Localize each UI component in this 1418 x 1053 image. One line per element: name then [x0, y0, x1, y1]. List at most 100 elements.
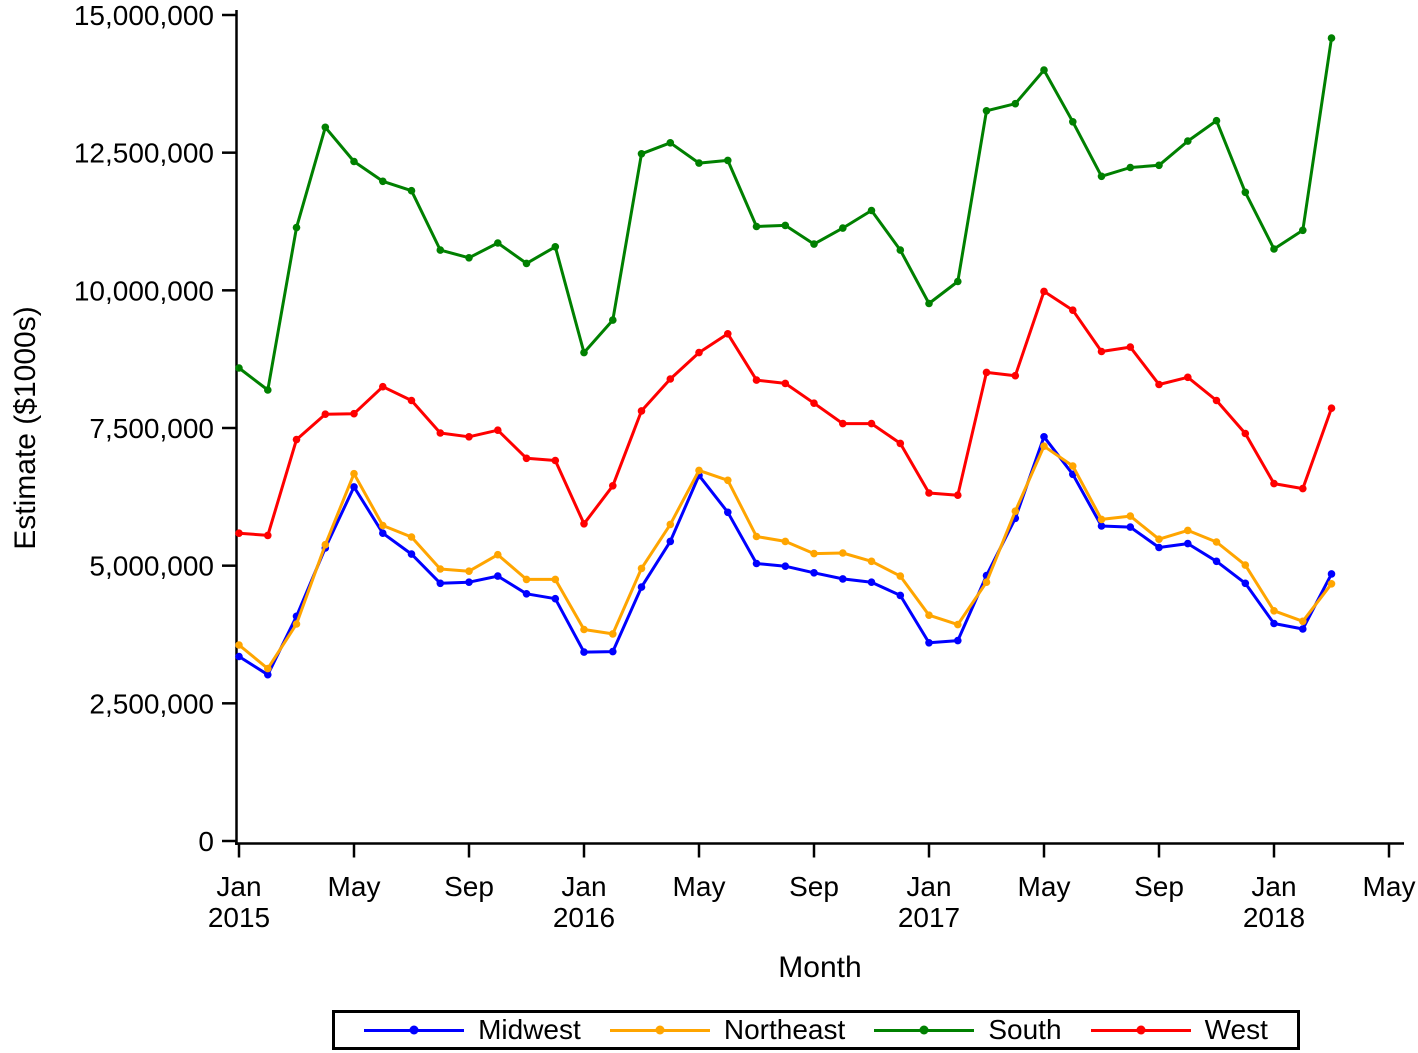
data-point	[637, 583, 646, 591]
data-point	[522, 454, 531, 463]
data-point	[637, 564, 646, 573]
data-point	[867, 419, 876, 428]
x-tick-label-month: Sep	[789, 871, 839, 902]
data-point	[839, 549, 847, 557]
data-point	[1011, 99, 1020, 108]
chart-legend: Midwest Northeast South West	[332, 1010, 1300, 1050]
data-point	[1212, 557, 1221, 566]
data-point	[494, 572, 502, 580]
data-point	[695, 159, 703, 167]
data-point	[407, 533, 416, 541]
data-point	[867, 557, 876, 566]
data-point	[292, 435, 301, 444]
data-point	[436, 579, 445, 588]
legend-item-midwest: Midwest	[364, 1016, 581, 1044]
data-point	[637, 407, 646, 415]
data-point	[264, 386, 272, 394]
data-point	[1184, 137, 1192, 145]
data-point	[465, 567, 473, 575]
x-tick-label-month: Sep	[444, 871, 494, 902]
series-line-south	[237, 36, 1333, 392]
data-point	[896, 572, 905, 580]
data-point	[1126, 163, 1135, 172]
y-tick-label: 5,000,000	[89, 551, 214, 582]
data-point	[551, 594, 560, 603]
data-point	[379, 521, 387, 530]
data-point	[1040, 287, 1048, 296]
legend-item-northeast: Northeast	[609, 1016, 845, 1044]
x-tick-label-year: 2015	[208, 902, 270, 933]
data-point	[954, 636, 962, 645]
data-point	[292, 620, 301, 628]
data-point	[436, 429, 445, 437]
legend-line-sample-south	[874, 1028, 975, 1032]
data-point	[436, 246, 445, 254]
x-tick-label-month: May	[1018, 871, 1071, 902]
data-point	[264, 531, 272, 540]
data-point	[867, 206, 876, 215]
data-point	[1327, 570, 1336, 578]
data-point	[896, 591, 905, 600]
data-point	[235, 641, 243, 649]
data-point	[724, 156, 732, 165]
data-point	[982, 368, 991, 377]
data-point	[695, 466, 703, 475]
data-point	[609, 482, 617, 490]
x-tick-label-month: May	[673, 871, 726, 902]
data-point	[379, 177, 387, 186]
data-point	[839, 419, 847, 428]
y-tick-label: 7,500,000	[89, 413, 214, 444]
data-point	[1270, 245, 1278, 253]
data-point	[350, 157, 358, 166]
y-tick-label: 10,000,000	[74, 275, 214, 306]
data-point	[1011, 371, 1020, 380]
data-point	[1069, 306, 1077, 315]
data-point	[925, 299, 933, 308]
data-point	[1241, 579, 1250, 588]
x-axis-title: Month	[778, 951, 862, 984]
legend-line-sample-northeast	[609, 1028, 710, 1032]
data-point	[465, 433, 473, 441]
data-point	[494, 550, 502, 559]
y-tick-label: 0	[198, 826, 214, 857]
data-point	[1327, 580, 1336, 588]
data-point	[1270, 479, 1278, 488]
data-point	[666, 537, 675, 546]
data-point	[235, 652, 243, 661]
data-point	[264, 670, 272, 679]
data-point	[551, 456, 560, 465]
data-point	[350, 469, 358, 478]
data-point	[1126, 343, 1135, 351]
y-tick-label: 2,500,000	[89, 688, 214, 719]
data-point	[781, 221, 790, 230]
data-point	[580, 520, 588, 528]
data-point	[724, 508, 732, 517]
data-point	[1212, 538, 1221, 546]
data-point	[1212, 116, 1221, 125]
data-point	[1097, 522, 1106, 530]
data-point	[1040, 442, 1048, 451]
legend-line-sample-midwest	[364, 1028, 465, 1032]
data-point	[1184, 539, 1192, 548]
data-point	[292, 223, 301, 232]
data-point	[1126, 512, 1135, 520]
data-point	[264, 664, 272, 673]
y-axis-title: Estimate ($1000s)	[9, 306, 42, 550]
data-point	[896, 246, 905, 254]
data-point	[1097, 347, 1106, 356]
data-point	[925, 611, 933, 619]
x-tick-label-year: 2016	[553, 902, 615, 933]
y-tick-label: 15,000,000	[74, 0, 214, 31]
data-point	[1097, 172, 1106, 181]
data-point	[666, 375, 675, 383]
x-tick-label-month: May	[1363, 871, 1416, 902]
data-point	[695, 348, 703, 357]
x-tick-label-month: Sep	[1134, 871, 1184, 902]
data-point	[494, 239, 502, 247]
x-tick-label-month: May	[328, 871, 381, 902]
data-point	[954, 277, 962, 286]
data-point	[810, 240, 818, 248]
data-point	[609, 316, 617, 324]
